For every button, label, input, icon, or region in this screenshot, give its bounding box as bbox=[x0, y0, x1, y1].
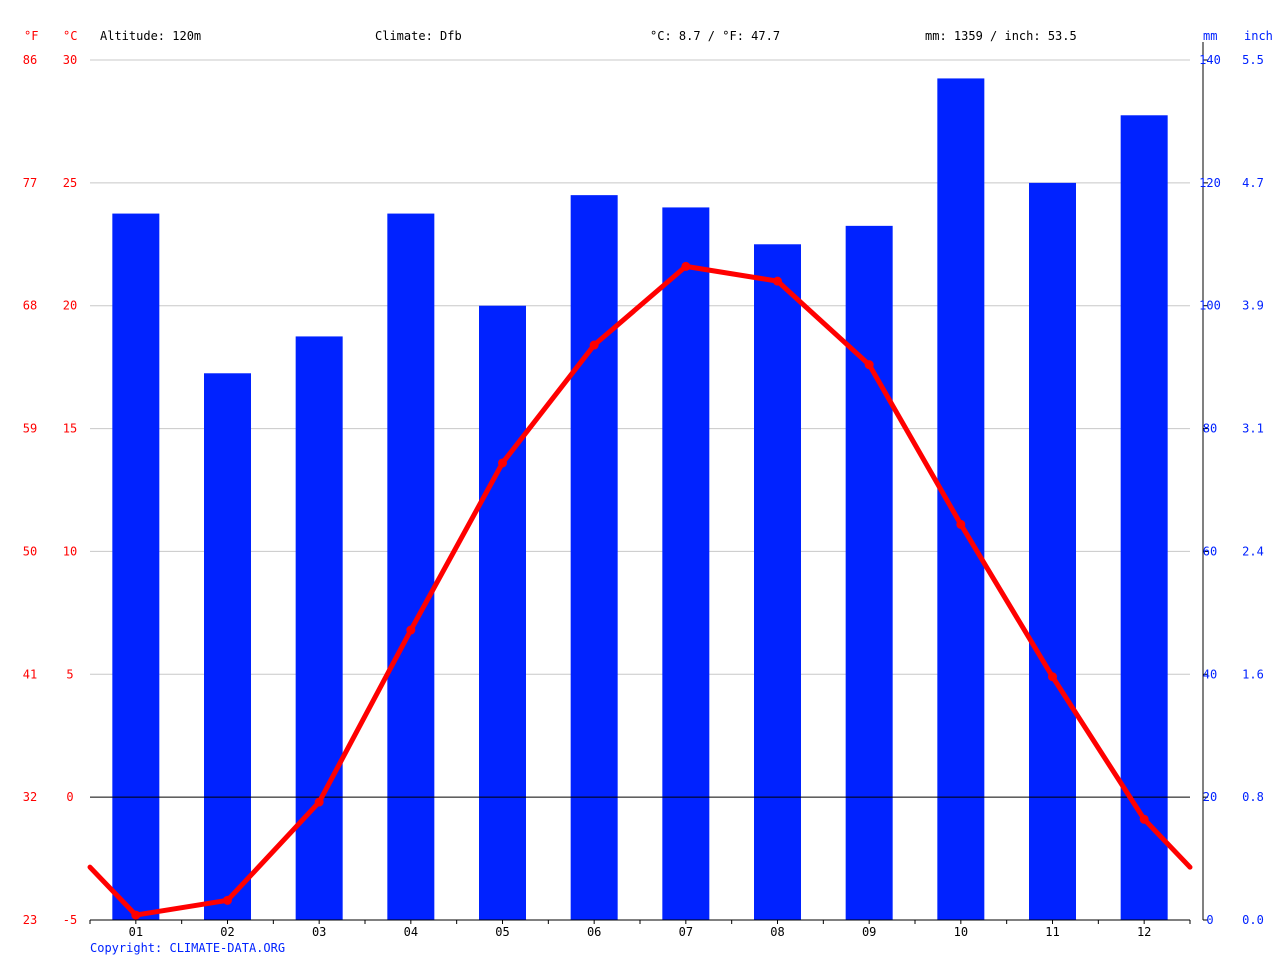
month-tick-label: 09 bbox=[862, 925, 876, 939]
precipitation-bar bbox=[845, 225, 893, 920]
celsius-tick-label: 5 bbox=[66, 667, 73, 681]
precipitation-bar bbox=[387, 213, 435, 921]
fahrenheit-tick-label: 32 bbox=[23, 790, 37, 804]
month-tick-label: 02 bbox=[220, 925, 234, 939]
precipitation-bar bbox=[204, 373, 251, 920]
temperature-point bbox=[498, 458, 507, 468]
month-tick-label: 06 bbox=[587, 925, 601, 939]
celsius-unit-label: °C bbox=[63, 29, 77, 43]
inch-tick-label: 3.1 bbox=[1242, 422, 1264, 436]
inch-tick-label: 0.0 bbox=[1242, 913, 1264, 927]
temperature-point bbox=[681, 261, 691, 271]
temperature-point bbox=[223, 895, 232, 905]
mm-tick-label: 0 bbox=[1206, 913, 1213, 927]
celsius-tick-label: 0 bbox=[66, 790, 73, 804]
month-tick-label: 07 bbox=[679, 925, 693, 939]
fahrenheit-tick-label: 77 bbox=[23, 176, 37, 190]
celsius-tick-label: -5 bbox=[63, 913, 77, 927]
temperature-point bbox=[1139, 814, 1149, 824]
month-tick-label: 05 bbox=[495, 925, 509, 939]
precipitation-bar bbox=[1120, 115, 1168, 921]
month-tick-label: 08 bbox=[770, 925, 784, 939]
temperature-point bbox=[864, 360, 874, 370]
mm-tick-label: 40 bbox=[1203, 667, 1217, 681]
climate-label: Climate: Dfb bbox=[375, 29, 462, 43]
precipitation-bar bbox=[295, 336, 343, 920]
fahrenheit-tick-label: 86 bbox=[23, 53, 37, 67]
celsius-tick-label: 15 bbox=[63, 422, 77, 436]
precipitation-bar bbox=[754, 244, 801, 921]
fahrenheit-tick-label: 41 bbox=[23, 667, 37, 681]
mm-tick-label: 140 bbox=[1199, 53, 1221, 67]
inch-tick-label: 4.7 bbox=[1242, 176, 1264, 190]
month-tick-label: 04 bbox=[404, 925, 418, 939]
temperature-point bbox=[589, 340, 599, 350]
temperature-point bbox=[131, 910, 141, 920]
fahrenheit-tick-label: 68 bbox=[23, 299, 37, 313]
celsius-tick-label: 25 bbox=[63, 176, 77, 190]
celsius-tick-label: 30 bbox=[63, 53, 77, 67]
inch-tick-label: 2.4 bbox=[1242, 544, 1264, 558]
precipitation-bar bbox=[1029, 182, 1076, 920]
temperature-point bbox=[956, 519, 966, 529]
precipitation-bar bbox=[570, 195, 618, 921]
celsius-tick-label: 10 bbox=[63, 544, 77, 558]
celsius-tick-label: 20 bbox=[63, 299, 77, 313]
fahrenheit-unit-label: °F bbox=[24, 29, 38, 43]
mm-tick-label: 20 bbox=[1203, 790, 1217, 804]
precipitation-bar bbox=[112, 213, 160, 921]
fahrenheit-tick-label: 23 bbox=[23, 913, 37, 927]
temperature-point bbox=[773, 276, 782, 286]
total-precipitation-label: mm: 1359 / inch: 53.5 bbox=[925, 29, 1077, 43]
mm-tick-label: 60 bbox=[1203, 544, 1217, 558]
temperature-point bbox=[1048, 672, 1057, 682]
mm-tick-label: 80 bbox=[1203, 422, 1217, 436]
copyright-label: Copyright: CLIMATE-DATA.ORG bbox=[90, 941, 285, 955]
month-tick-label: 12 bbox=[1137, 925, 1151, 939]
temperature-point bbox=[314, 797, 324, 807]
average-temperature-label: °C: 8.7 / °F: 47.7 bbox=[650, 29, 780, 43]
month-tick-label: 11 bbox=[1045, 925, 1059, 939]
inch-unit-label: inch bbox=[1244, 29, 1273, 43]
month-tick-label: 10 bbox=[954, 925, 968, 939]
inch-tick-label: 5.5 bbox=[1242, 53, 1264, 67]
mm-tick-label: 120 bbox=[1199, 176, 1221, 190]
inch-tick-label: 1.6 bbox=[1242, 667, 1264, 681]
temperature-point bbox=[406, 625, 416, 635]
mm-unit-label: mm bbox=[1203, 29, 1217, 43]
month-tick-label: 03 bbox=[312, 925, 326, 939]
fahrenheit-tick-label: 59 bbox=[23, 422, 37, 436]
altitude-label: Altitude: 120m bbox=[100, 29, 201, 43]
precipitation-bar bbox=[662, 207, 710, 920]
inch-tick-label: 3.9 bbox=[1242, 299, 1264, 313]
month-tick-label: 01 bbox=[129, 925, 143, 939]
mm-tick-label: 100 bbox=[1199, 299, 1221, 313]
inch-tick-label: 0.8 bbox=[1242, 790, 1264, 804]
fahrenheit-tick-label: 50 bbox=[23, 544, 37, 558]
temperature-line bbox=[87, 263, 1193, 918]
precipitation-bar bbox=[479, 305, 526, 920]
